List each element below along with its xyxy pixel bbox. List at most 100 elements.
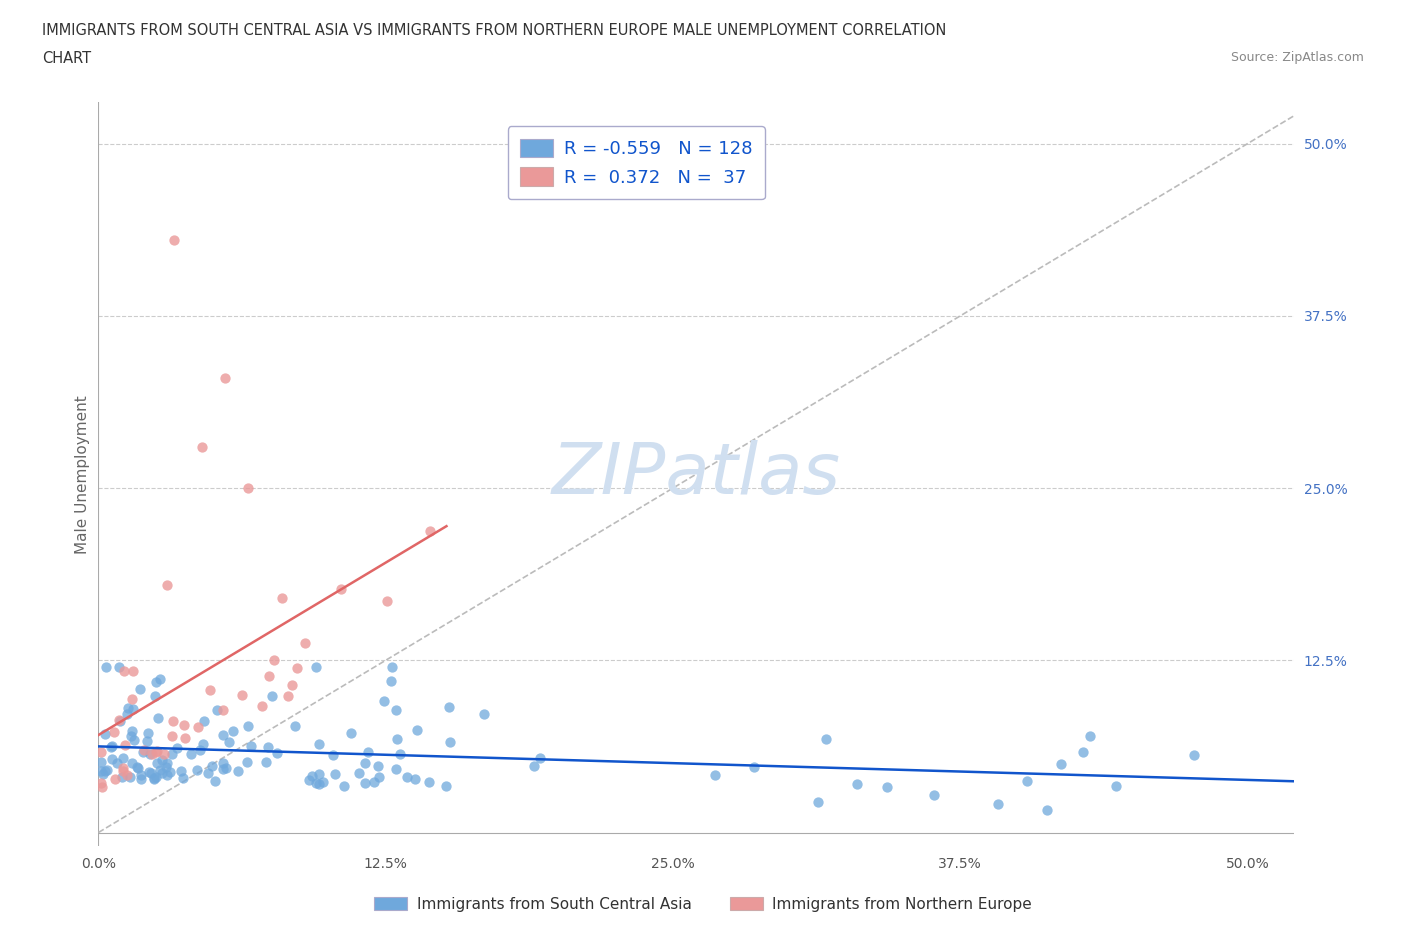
Point [523, 759, 546, 774]
Point [129, 771, 152, 786]
Point [271, 591, 294, 605]
Point [93, 764, 115, 779]
Point [146, 755, 169, 770]
Point [90, 744, 112, 759]
Point [814, 732, 837, 747]
Point [333, 778, 356, 793]
Point [146, 743, 169, 758]
Point [145, 745, 167, 760]
Point [122, 702, 145, 717]
Point [143, 689, 166, 704]
Point [987, 797, 1010, 812]
Point [136, 733, 159, 748]
Point [108, 659, 131, 674]
Point [311, 775, 333, 790]
Point [124, 733, 146, 748]
Point [236, 755, 259, 770]
Text: ZIPatlas: ZIPatlas [551, 440, 841, 509]
Point [395, 770, 418, 785]
Point [127, 760, 149, 775]
Point [367, 759, 389, 774]
Point [212, 727, 235, 742]
Point [150, 766, 173, 781]
Point [404, 772, 426, 787]
Point [419, 524, 441, 538]
Point [266, 745, 288, 760]
Point [434, 778, 457, 793]
Point [323, 766, 346, 781]
Legend: R = -0.559   N = 128, R =  0.372   N =  37: R = -0.559 N = 128, R = 0.372 N = 37 [508, 126, 765, 199]
Point [112, 751, 135, 765]
Point [305, 659, 328, 674]
Point [807, 794, 830, 809]
Point [141, 746, 163, 761]
Point [136, 725, 159, 740]
Point [215, 761, 238, 776]
Point [118, 770, 141, 785]
Point [357, 745, 380, 760]
Point [1182, 747, 1205, 762]
Point [472, 706, 495, 721]
Point [329, 582, 352, 597]
Point [127, 761, 149, 776]
Point [294, 635, 316, 650]
Point [114, 738, 136, 753]
Point [205, 702, 228, 717]
Point [240, 738, 263, 753]
Point [193, 713, 215, 728]
Point [117, 700, 139, 715]
Point [387, 731, 409, 746]
Point [211, 762, 233, 777]
Y-axis label: Male Unemployment: Male Unemployment [75, 395, 90, 553]
Point [308, 737, 330, 751]
Point [191, 439, 214, 454]
Point [141, 765, 163, 780]
Point [120, 728, 142, 743]
Point [1078, 729, 1101, 744]
Point [180, 747, 202, 762]
Point [197, 766, 219, 781]
Point [121, 755, 143, 770]
Point [90, 779, 112, 794]
Point [111, 764, 134, 778]
Point [845, 777, 868, 791]
Point [385, 762, 408, 777]
Point [93, 766, 115, 781]
Point [122, 663, 145, 678]
Point [308, 766, 330, 781]
Point [368, 770, 391, 785]
Point [112, 664, 135, 679]
Point [703, 767, 725, 782]
Point [166, 740, 188, 755]
Point [188, 743, 211, 758]
Point [142, 771, 165, 786]
Point [103, 724, 125, 739]
Point [1036, 802, 1059, 817]
Point [101, 738, 124, 753]
Point [121, 692, 143, 707]
Point [198, 683, 221, 698]
Point [90, 764, 112, 779]
Point [236, 481, 259, 496]
Point [354, 755, 377, 770]
Point [876, 779, 898, 794]
Point [257, 669, 280, 684]
Point [406, 723, 429, 737]
Point [226, 764, 249, 778]
Point [218, 735, 240, 750]
Point [145, 675, 167, 690]
Point [172, 771, 194, 786]
Point [742, 760, 765, 775]
Point [146, 711, 169, 725]
Point [163, 232, 186, 247]
Point [373, 694, 395, 709]
Point [308, 777, 330, 791]
Point [129, 682, 152, 697]
Point [231, 687, 253, 702]
Point [211, 756, 233, 771]
Point [155, 767, 177, 782]
Point [340, 726, 363, 741]
Point [162, 713, 184, 728]
Point [153, 746, 176, 761]
Point [100, 739, 122, 754]
